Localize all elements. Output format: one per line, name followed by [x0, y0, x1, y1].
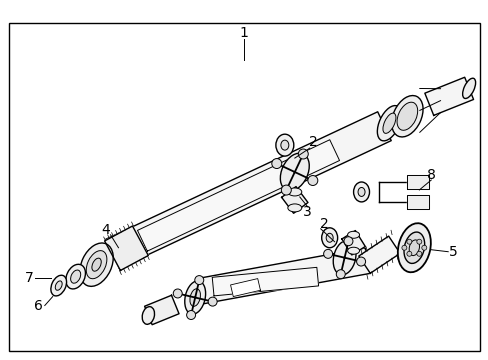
Ellipse shape: [66, 264, 85, 289]
Circle shape: [406, 251, 411, 256]
Text: 2: 2: [309, 135, 318, 149]
Ellipse shape: [391, 95, 422, 137]
Circle shape: [401, 245, 406, 250]
Ellipse shape: [173, 289, 182, 298]
Ellipse shape: [142, 307, 154, 324]
Ellipse shape: [325, 233, 332, 242]
Ellipse shape: [80, 243, 113, 286]
Polygon shape: [358, 236, 399, 273]
Ellipse shape: [332, 240, 355, 275]
Text: 8: 8: [426, 168, 435, 182]
Circle shape: [406, 239, 411, 244]
Polygon shape: [104, 226, 148, 270]
Ellipse shape: [347, 231, 359, 238]
Polygon shape: [212, 267, 318, 296]
Ellipse shape: [408, 240, 419, 256]
Circle shape: [421, 245, 426, 250]
Polygon shape: [424, 77, 472, 116]
Polygon shape: [281, 186, 307, 213]
Polygon shape: [230, 279, 260, 297]
Text: 4: 4: [101, 223, 110, 237]
Ellipse shape: [280, 153, 308, 191]
Ellipse shape: [343, 237, 352, 246]
Ellipse shape: [280, 140, 288, 150]
Ellipse shape: [347, 247, 359, 254]
Ellipse shape: [275, 134, 293, 156]
Ellipse shape: [298, 149, 307, 159]
Text: 6: 6: [34, 298, 43, 312]
Ellipse shape: [377, 105, 401, 141]
Ellipse shape: [323, 249, 332, 258]
Ellipse shape: [396, 102, 417, 130]
Ellipse shape: [307, 176, 317, 185]
Text: 2: 2: [320, 217, 328, 231]
Ellipse shape: [55, 281, 62, 290]
Polygon shape: [407, 175, 428, 189]
Text: 1: 1: [239, 26, 248, 40]
Ellipse shape: [397, 223, 430, 272]
Ellipse shape: [70, 270, 81, 283]
Text: 5: 5: [448, 245, 457, 259]
Ellipse shape: [356, 257, 365, 266]
Polygon shape: [105, 112, 390, 268]
Polygon shape: [137, 140, 339, 251]
Ellipse shape: [194, 276, 203, 284]
Ellipse shape: [353, 182, 369, 202]
Ellipse shape: [86, 251, 107, 279]
Ellipse shape: [403, 232, 424, 264]
Ellipse shape: [281, 185, 291, 195]
Ellipse shape: [92, 258, 101, 271]
Ellipse shape: [321, 228, 337, 248]
Ellipse shape: [51, 275, 66, 296]
Ellipse shape: [336, 270, 345, 279]
Ellipse shape: [189, 289, 200, 306]
Ellipse shape: [462, 78, 475, 99]
Text: 7: 7: [24, 271, 33, 285]
Polygon shape: [196, 248, 369, 304]
Polygon shape: [407, 195, 428, 209]
Ellipse shape: [186, 311, 195, 319]
Text: 3: 3: [303, 205, 311, 219]
Ellipse shape: [271, 158, 281, 168]
Circle shape: [416, 251, 421, 256]
Ellipse shape: [287, 204, 301, 212]
Ellipse shape: [382, 113, 395, 133]
Polygon shape: [341, 230, 365, 255]
Polygon shape: [144, 295, 179, 325]
Ellipse shape: [208, 297, 217, 306]
Ellipse shape: [184, 281, 205, 314]
Ellipse shape: [287, 188, 301, 196]
Ellipse shape: [357, 188, 364, 197]
Circle shape: [416, 239, 421, 244]
